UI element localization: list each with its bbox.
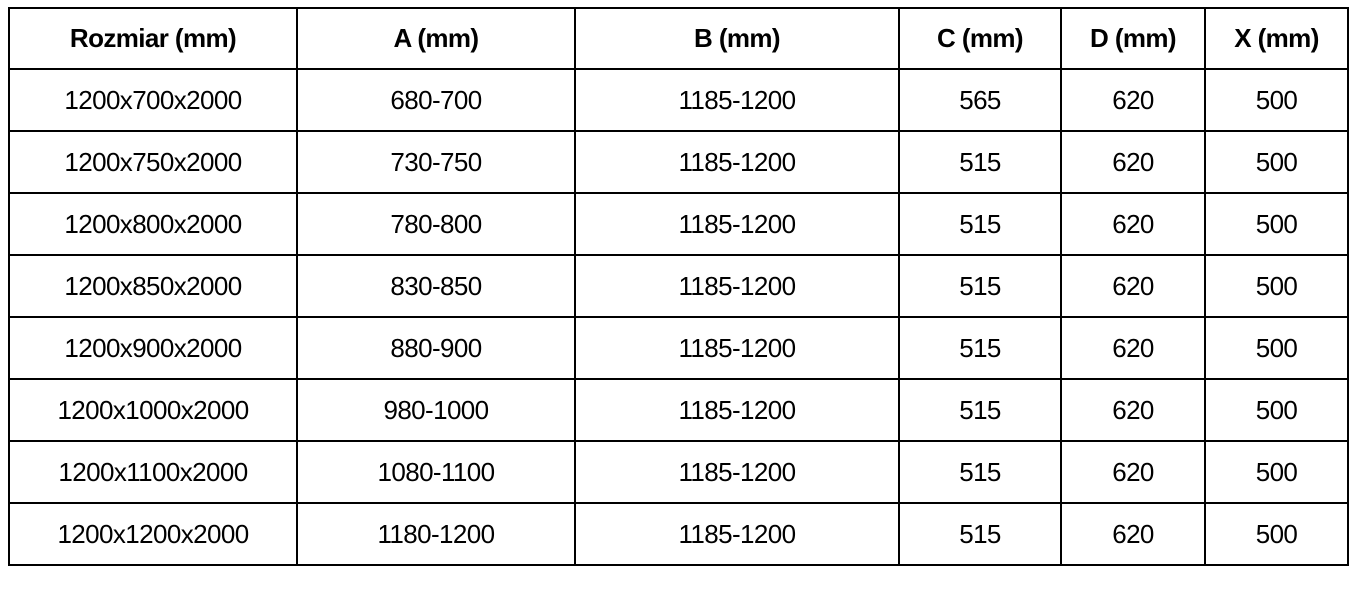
- table-cell: 500: [1204, 254, 1349, 318]
- header-row: Rozmiar (mm) A (mm) B (mm) C (mm) D (mm) X (m…: [8, 7, 1349, 70]
- table-cell: 500: [1204, 502, 1349, 566]
- table-row: 1200x1200x2000 1180-1200 1185-1200 515 620 50…: [8, 502, 1349, 566]
- table-cell: 620: [1060, 68, 1206, 132]
- table-cell: 500: [1204, 316, 1349, 380]
- table-cell: 1200x1000x2000: [8, 378, 298, 442]
- table-cell: 500: [1204, 378, 1349, 442]
- table-cell: 1080-1100: [296, 440, 576, 504]
- column-header: C (mm): [898, 7, 1062, 70]
- column-header: D (mm): [1060, 7, 1206, 70]
- column-header: A (mm): [296, 7, 576, 70]
- table-cell: 500: [1204, 440, 1349, 504]
- column-header: X (mm): [1204, 7, 1349, 70]
- table-cell: 1185-1200: [574, 378, 900, 442]
- table-cell: 500: [1204, 130, 1349, 194]
- table-cell: 1200x700x2000: [8, 68, 298, 132]
- dimensions-table: Rozmiar (mm) A (mm) B (mm) C (mm) D (mm) X (m…: [8, 7, 1349, 566]
- table-cell: 620: [1060, 316, 1206, 380]
- table-cell: 500: [1204, 68, 1349, 132]
- table-cell: 620: [1060, 254, 1206, 318]
- table-cell: 1185-1200: [574, 130, 900, 194]
- column-header: Rozmiar (mm): [8, 7, 298, 70]
- table-cell: 680-700: [296, 68, 576, 132]
- table-cell: 730-750: [296, 130, 576, 194]
- table-cell: 565: [898, 68, 1062, 132]
- table-cell: 1200x1200x2000: [8, 502, 298, 566]
- table-cell: 515: [898, 440, 1062, 504]
- table-cell: 780-800: [296, 192, 576, 256]
- table-cell: 1200x750x2000: [8, 130, 298, 194]
- table-row: 1200x850x2000 830-850 1185-1200 515 620 500: [8, 254, 1349, 318]
- table-cell: 1200x1100x2000: [8, 440, 298, 504]
- table-cell: 515: [898, 502, 1062, 566]
- table-cell: 620: [1060, 440, 1206, 504]
- table-cell: 1185-1200: [574, 502, 900, 566]
- table-row: 1200x900x2000 880-900 1185-1200 515 620 500: [8, 316, 1349, 380]
- table-cell: 830-850: [296, 254, 576, 318]
- table-row: 1200x1100x2000 1080-1100 1185-1200 515 620 50…: [8, 440, 1349, 504]
- table-cell: 620: [1060, 130, 1206, 194]
- table-cell: 620: [1060, 378, 1206, 442]
- table-row: 1200x750x2000 730-750 1185-1200 515 620 500: [8, 130, 1349, 194]
- table-cell: 1200x900x2000: [8, 316, 298, 380]
- table-cell: 1180-1200: [296, 502, 576, 566]
- table-cell: 620: [1060, 502, 1206, 566]
- table-row: 1200x700x2000 680-700 1185-1200 565 620 500: [8, 68, 1349, 132]
- table-row: 1200x800x2000 780-800 1185-1200 515 620 500: [8, 192, 1349, 256]
- table-cell: 1200x800x2000: [8, 192, 298, 256]
- column-header: B (mm): [574, 7, 900, 70]
- table-cell: 515: [898, 378, 1062, 442]
- table-cell: 515: [898, 130, 1062, 194]
- table-cell: 515: [898, 316, 1062, 380]
- table-cell: 1200x850x2000: [8, 254, 298, 318]
- table-cell: 880-900: [296, 316, 576, 380]
- table-cell: 500: [1204, 192, 1349, 256]
- table-cell: 515: [898, 192, 1062, 256]
- table-cell: 1185-1200: [574, 68, 900, 132]
- table-cell: 515: [898, 254, 1062, 318]
- table-cell: 1185-1200: [574, 440, 900, 504]
- table-cell: 980-1000: [296, 378, 576, 442]
- table-row: 1200x1000x2000 980-1000 1185-1200 515 620 500: [8, 378, 1349, 442]
- table-cell: 620: [1060, 192, 1206, 256]
- table-cell: 1185-1200: [574, 254, 900, 318]
- table-cell: 1185-1200: [574, 192, 900, 256]
- table-cell: 1185-1200: [574, 316, 900, 380]
